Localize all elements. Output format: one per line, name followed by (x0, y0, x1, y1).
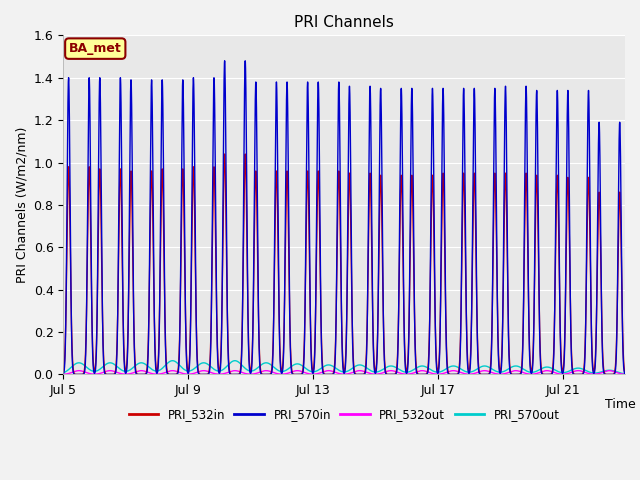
PRI_532out (412, 370, 419, 375)
PRI_532in (221, 151, 228, 157)
PRI_570in (60, 371, 67, 377)
PRI_532in (210, 174, 218, 180)
PRI_570in (92, 367, 99, 373)
PRI_532in (612, 359, 620, 364)
PRI_532out (612, 369, 620, 375)
PRI_570out (503, 367, 511, 373)
PRI_532in (403, 368, 411, 373)
PRI_532in (92, 363, 99, 369)
PRI_532in (621, 370, 629, 376)
PRI_570in (605, 372, 613, 377)
Y-axis label: PRI Channels (W/m2/nm): PRI Channels (W/m2/nm) (15, 127, 28, 283)
PRI_532out (503, 370, 511, 376)
PRI_570in (621, 371, 629, 377)
Line: PRI_532out: PRI_532out (63, 371, 625, 374)
PRI_532in (503, 212, 511, 218)
PRI_532out (92, 371, 99, 377)
Legend: PRI_532in, PRI_570in, PRI_532out, PRI_570out: PRI_532in, PRI_570in, PRI_532out, PRI_57… (124, 404, 564, 426)
PRI_570out (92, 368, 99, 374)
PRI_570out (412, 366, 419, 372)
PRI_532out (60, 372, 67, 377)
Title: PRI Channels: PRI Channels (294, 15, 394, 30)
PRI_570in (403, 370, 411, 376)
PRI_570in (412, 346, 419, 351)
PRI_532out (621, 372, 629, 377)
Line: PRI_570out: PRI_570out (63, 360, 625, 374)
PRI_570in (221, 58, 228, 64)
Text: BA_met: BA_met (69, 42, 122, 55)
PRI_570out (612, 369, 620, 374)
PRI_532out (210, 371, 218, 376)
X-axis label: Time: Time (605, 398, 636, 411)
PRI_532out (106, 368, 114, 373)
PRI_570in (612, 363, 620, 369)
PRI_570out (169, 358, 177, 363)
Line: PRI_570in: PRI_570in (63, 61, 625, 374)
PRI_532in (60, 370, 67, 376)
Line: PRI_532in: PRI_532in (63, 154, 625, 374)
PRI_532in (605, 372, 613, 377)
PRI_532in (412, 340, 419, 346)
PRI_570out (210, 366, 218, 372)
PRI_532out (403, 371, 411, 377)
PRI_570out (621, 371, 629, 377)
PRI_570in (210, 94, 218, 100)
PRI_570out (403, 369, 411, 375)
PRI_570in (503, 159, 511, 165)
PRI_570out (60, 370, 67, 376)
